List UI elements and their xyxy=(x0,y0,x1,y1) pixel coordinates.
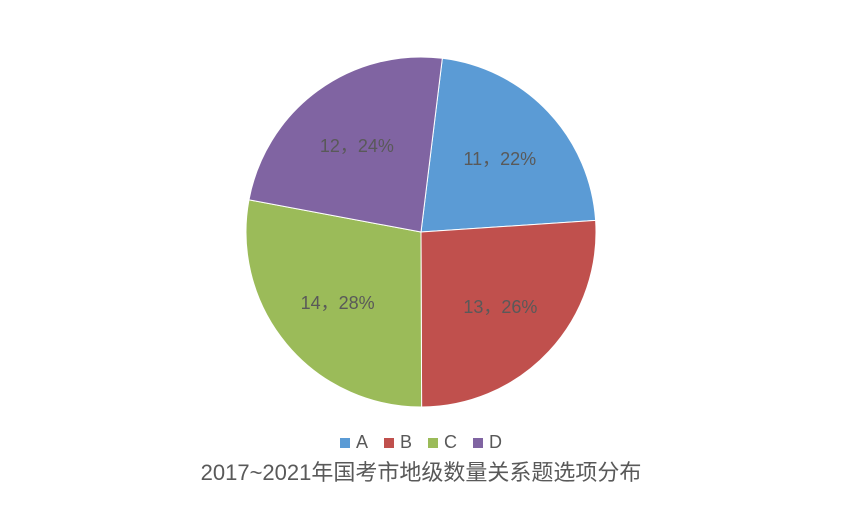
chart-title: 2017~2021年国考市地级数量关系题选项分布 xyxy=(0,455,842,487)
legend-item-b: B xyxy=(384,432,412,453)
legend-item-c: C xyxy=(428,432,457,453)
legend-item-d: D xyxy=(473,432,502,453)
legend-label: B xyxy=(400,432,412,453)
chart-container: A B C D 2017~2021年国考市地级数量关系题选项分布 11，22% 13，2… xyxy=(0,0,842,505)
slice-label-a: 11，22% xyxy=(463,145,536,171)
legend-swatch-icon xyxy=(340,438,350,448)
legend-swatch-icon xyxy=(428,438,438,448)
legend: A B C D xyxy=(0,432,842,454)
legend-label: D xyxy=(489,432,502,453)
slice-label-c: 14，28% xyxy=(301,289,375,315)
legend-item-a: A xyxy=(340,432,368,453)
slice-label-b: 13，26% xyxy=(463,293,537,319)
legend-label: C xyxy=(444,432,457,453)
legend-swatch-icon xyxy=(473,438,483,448)
pie-chart xyxy=(246,57,596,407)
legend-label: A xyxy=(356,432,368,453)
slice-label-d: 12，24% xyxy=(320,132,394,158)
legend-swatch-icon xyxy=(384,438,394,448)
